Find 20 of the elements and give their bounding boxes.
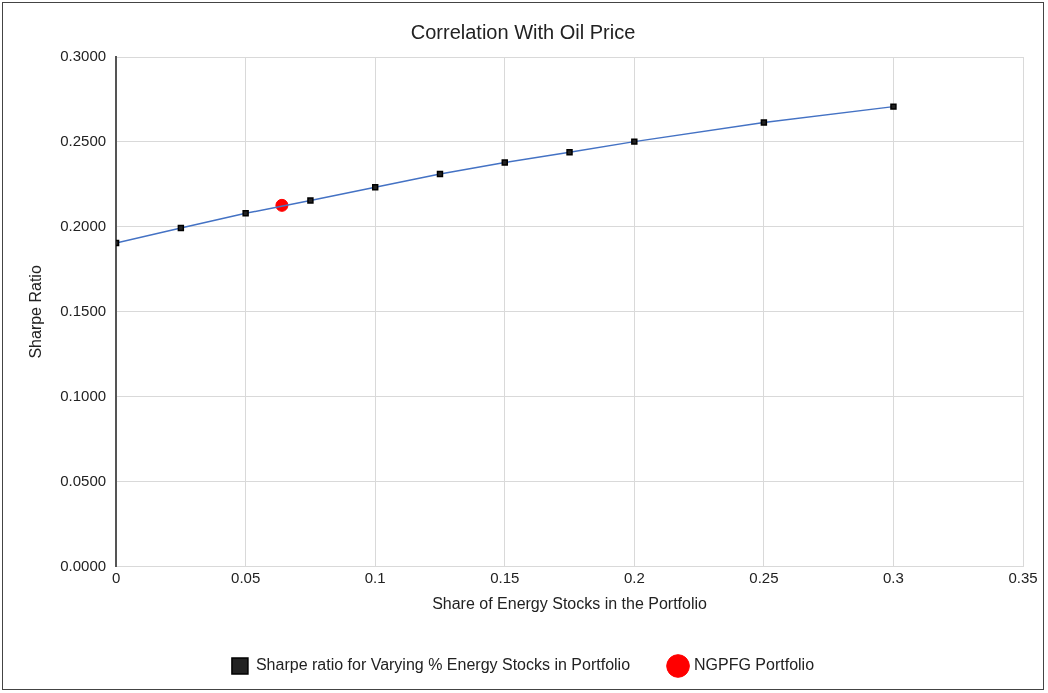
x-tick-label: 0.35 — [1008, 568, 1038, 586]
x-tick-label: 0.25 — [749, 568, 779, 586]
y-tick-label: 0.3000 — [60, 47, 107, 65]
y-tick-label: 0.2500 — [60, 132, 107, 150]
y-axis-title: Sharpe Ratio — [27, 265, 45, 359]
y-tick-label: 0.1500 — [60, 302, 107, 320]
x-tick-label: 0.15 — [490, 568, 520, 586]
y-tick-label: 0.0500 — [60, 471, 107, 489]
legend-label: Sharpe ratio for Varying % Energy Stocks in Portfolio — [255, 656, 631, 674]
y-tick-label: 0.1000 — [60, 387, 107, 405]
y-tick-label: 0.0000 — [60, 556, 107, 574]
x-tick-label: 0.1 — [364, 568, 386, 586]
x-tick-label: 0 — [111, 568, 121, 586]
x-axis-title: Share of Energy Stocks in the Portfolio — [432, 594, 708, 612]
x-tick-label: 0.3 — [883, 568, 904, 586]
x-tick-label: 0.2 — [623, 568, 645, 586]
chart-title: Correlation With Oil Price — [410, 20, 636, 43]
legend-label: NGPFG Portfolio — [694, 656, 815, 674]
x-tick-label: 0.05 — [231, 568, 261, 586]
y-tick-label: 0.2000 — [60, 217, 107, 235]
